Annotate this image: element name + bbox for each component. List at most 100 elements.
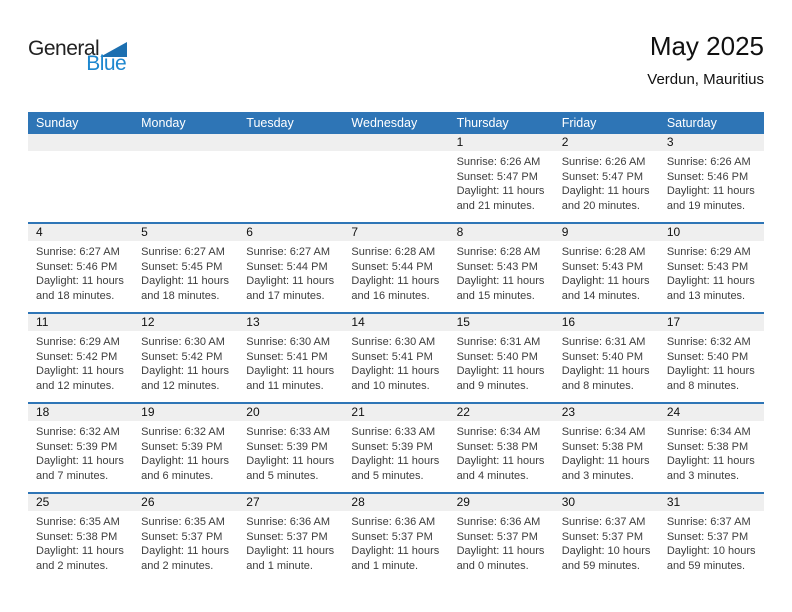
title-block: May 2025 Verdun, Mauritius [647,31,764,88]
day-info-line: Sunrise: 6:35 AM [36,516,120,528]
day-info-line: and 12 minutes. [141,379,220,392]
day-number: 20 [246,405,260,419]
day-info-line: Sunrise: 6:31 AM [456,336,541,348]
day-info-line: Sunrise: 6:32 AM [666,336,751,348]
day-info-line: and 5 minutes. [246,469,319,482]
calendar-cell: Sunrise: 6:26 AM Sunset: 5:46 PM Daylight:… [659,151,764,222]
calendar-cell: Sunrise: 6:26 AM Sunset: 5:47 PM Daylight:… [449,151,554,222]
page-subtitle: Verdun, Mauritius [647,70,764,88]
day-info-line: Sunset: 5:39 PM [36,440,118,453]
day-info-line: Sunrise: 6:27 AM [246,246,331,258]
calendar-cell: Sunrise: 6:36 AM Sunset: 5:37 PM Daylight:… [449,511,554,582]
day-info-line: Sunset: 5:45 PM [141,260,223,273]
day-number [343,134,448,151]
day-info-line: and 7 minutes. [36,469,109,482]
logo-word-general: General [28,37,100,60]
calendar-cell: Sunrise: 6:31 AM Sunset: 5:40 PM Daylight:… [449,331,554,402]
calendar-cell [28,151,133,222]
calendar-cell [343,151,448,222]
day-info-line: Daylight: 11 hours [246,275,335,287]
day-info-line: Sunrise: 6:36 AM [351,516,436,528]
day-info-line: Sunrise: 6:34 AM [561,426,646,438]
calendar-cell: Sunrise: 6:33 AM Sunset: 5:39 PM Daylight:… [343,421,448,492]
day-number: 14 [351,315,365,329]
day-info-line: and 4 minutes. [456,469,529,482]
day-info-line: Sunset: 5:41 PM [246,350,328,363]
day-number: 3 [666,135,674,149]
day-number-band: 25 26 27 28 29 30 31 [28,494,764,511]
day-info-line: and 18 minutes. [141,289,220,302]
day-number: 16 [561,315,576,329]
day-number: 8 [456,225,464,239]
day-info-line: Daylight: 11 hours [456,185,545,197]
day-info-line: Sunset: 5:38 PM [36,530,118,543]
day-number-band: 18 19 20 21 22 23 24 [28,404,764,421]
day-info-line: Sunrise: 6:30 AM [351,336,436,348]
day-info-line: Daylight: 11 hours [351,275,440,287]
week-row: 1 2 3 Sunrise: 6:26 AM Sunset: 5:47 PM Daylig… [28,134,764,222]
day-info-line: and 8 minutes. [666,379,739,392]
day-number-band: 1 2 3 [28,134,764,151]
day-info-line: Sunset: 5:37 PM [141,530,223,543]
day-info-line: Sunrise: 6:28 AM [351,246,436,258]
day-info-line: and 59 minutes. [561,559,640,572]
day-info-line: Sunset: 5:41 PM [351,350,433,363]
day-info-line: Sunset: 5:46 PM [666,170,749,183]
day-info-line: Sunset: 5:42 PM [36,350,118,363]
day-info-line: Sunrise: 6:35 AM [141,516,225,528]
day-info-line: Sunrise: 6:32 AM [36,426,120,438]
day-number: 28 [351,495,365,509]
page-header: General Blue May 2025 Verdun, Mauritius [28,0,764,104]
calendar-cell: Sunrise: 6:32 AM Sunset: 5:40 PM Daylight:… [659,331,764,402]
day-info-line: Sunset: 5:40 PM [666,350,749,363]
day-info-line: Sunset: 5:47 PM [561,170,644,183]
calendar-cell: Sunrise: 6:28 AM Sunset: 5:43 PM Daylight:… [449,241,554,312]
weekday-label: Tuesday [246,116,294,130]
calendar-cell: Sunrise: 6:34 AM Sunset: 5:38 PM Daylight:… [659,421,764,492]
day-info-line: Daylight: 11 hours [36,455,124,467]
day-info-line: Sunset: 5:40 PM [456,350,538,363]
calendar-cell: Sunrise: 6:29 AM Sunset: 5:43 PM Daylight:… [659,241,764,312]
calendar-cell: Sunrise: 6:29 AM Sunset: 5:42 PM Daylight:… [28,331,133,402]
day-info-line: Daylight: 11 hours [561,365,650,377]
weekday-label: Friday [561,116,597,130]
day-number: 13 [246,315,260,329]
day-number: 30 [561,495,576,509]
day-number: 18 [36,405,50,419]
day-info-line: and 12 minutes. [36,379,115,392]
calendar-cell: Sunrise: 6:28 AM Sunset: 5:44 PM Daylight:… [343,241,448,312]
calendar-cell: Sunrise: 6:30 AM Sunset: 5:41 PM Daylight:… [238,331,343,402]
day-info-line: and 9 minutes. [456,379,529,392]
day-info-line: Daylight: 10 hours [561,545,651,557]
day-info-line: Sunrise: 6:26 AM [561,156,646,168]
day-info-line: Sunrise: 6:37 AM [666,516,751,528]
day-number: 1 [456,135,464,149]
calendar-cell: Sunrise: 6:26 AM Sunset: 5:47 PM Daylight:… [554,151,659,222]
day-info-line: Sunrise: 6:33 AM [351,426,436,438]
day-info-line: Sunset: 5:43 PM [456,260,538,273]
day-number: 11 [36,315,49,329]
day-info-line: and 2 minutes. [36,559,109,572]
day-number [28,134,133,151]
day-info-line: Sunrise: 6:36 AM [246,516,331,528]
calendar-cell: Sunrise: 6:32 AM Sunset: 5:39 PM Daylight:… [28,421,133,492]
day-number: 25 [36,495,50,509]
day-info-line: Sunrise: 6:36 AM [456,516,541,528]
day-info-line: Daylight: 11 hours [456,545,545,557]
week-cells: Sunrise: 6:32 AM Sunset: 5:39 PM Daylight:… [28,421,764,492]
day-number: 29 [456,495,470,509]
day-number: 19 [141,405,155,419]
day-info-line: Daylight: 11 hours [666,455,755,467]
weekday-label: Sunday [36,116,79,130]
day-info-line: Sunrise: 6:31 AM [561,336,646,348]
calendar-cell: Sunrise: 6:36 AM Sunset: 5:37 PM Daylight:… [343,511,448,582]
calendar-cell: Sunrise: 6:30 AM Sunset: 5:41 PM Daylight:… [343,331,448,402]
calendar-cell: Sunrise: 6:34 AM Sunset: 5:38 PM Daylight:… [554,421,659,492]
calendar-cell: Sunrise: 6:32 AM Sunset: 5:39 PM Daylight:… [133,421,238,492]
calendar-cell: Sunrise: 6:36 AM Sunset: 5:37 PM Daylight:… [238,511,343,582]
day-info-line: Sunset: 5:37 PM [246,530,328,543]
day-number: 22 [456,405,470,419]
day-info-line: Daylight: 11 hours [666,185,755,197]
day-info-line: and 1 minute. [351,559,419,572]
day-info-line: Sunset: 5:37 PM [561,530,644,543]
